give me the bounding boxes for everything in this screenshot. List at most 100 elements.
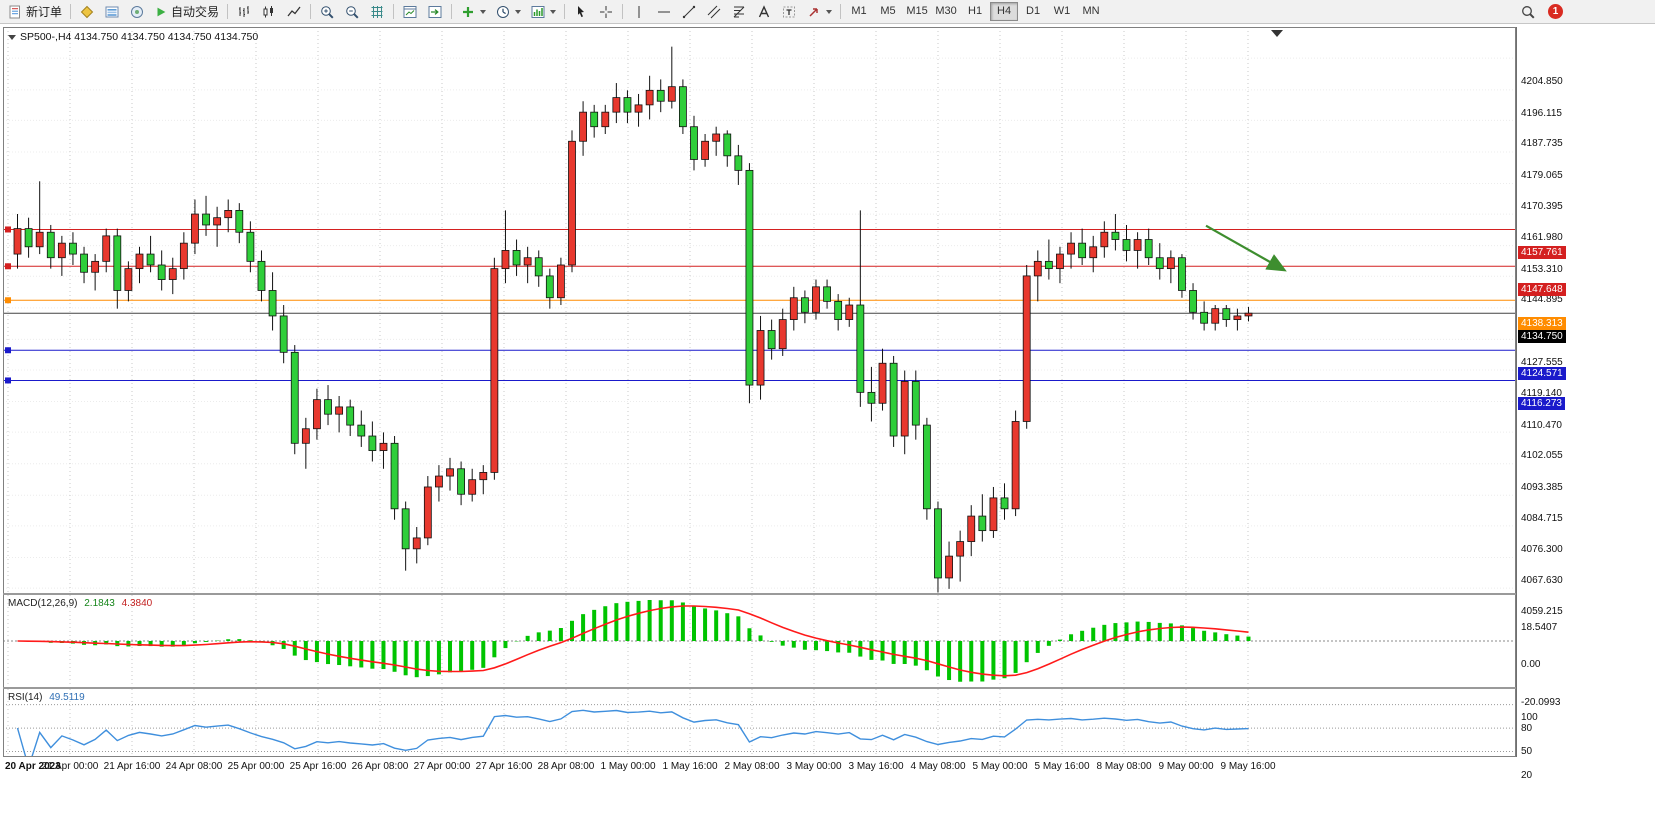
rsi-panel[interactable] [3, 689, 1516, 757]
chevron-down-icon [826, 9, 833, 14]
level-price-label: 4138.313 [1518, 317, 1566, 331]
auto-scroll-button[interactable] [423, 2, 447, 22]
macd-panel[interactable] [3, 595, 1516, 687]
period-menu-button[interactable] [491, 2, 525, 22]
notification-badge[interactable]: 1 [1548, 4, 1563, 19]
toolbar-separator [564, 4, 566, 19]
zoom-out-button[interactable] [340, 2, 364, 22]
price-tick-label: 4067.630 [1521, 575, 1563, 587]
toolbar-separator [70, 4, 72, 19]
time-label: 5 May 00:00 [972, 761, 1028, 772]
timeframe-m1[interactable]: M1 [851, 5, 867, 17]
timeframe-m5[interactable]: M5 [880, 5, 896, 17]
channel-button[interactable] [702, 2, 726, 22]
search-button[interactable] [1516, 2, 1540, 22]
clock-icon [497, 5, 510, 18]
timeframe-m30[interactable]: M30 [935, 5, 957, 17]
grid-button[interactable] [365, 2, 389, 22]
toolbar-separator [622, 4, 624, 19]
timeframe-d1[interactable]: D1 [1026, 5, 1041, 17]
macd-axis-label: -20.0993 [1521, 697, 1561, 708]
new-order-icon [9, 5, 20, 18]
navigator-button[interactable] [125, 2, 149, 22]
label-tool-button[interactable] [777, 2, 801, 22]
vertical-line-button[interactable] [627, 2, 651, 22]
time-label: 26 Apr 08:00 [351, 761, 409, 772]
time-axis[interactable]: 20 Apr 2023 21 Apr 00:00 21 Apr 16:00 24 Ap… [3, 761, 1516, 781]
macd-signal-value: 4.3840 [121, 598, 153, 609]
market-watch-button[interactable] [75, 2, 99, 22]
rsi-name: RSI(14) [8, 692, 43, 703]
price-tick-label: 4179.065 [1521, 169, 1563, 181]
fibonacci-button[interactable] [727, 2, 751, 22]
data-window-icon [105, 6, 119, 17]
chart-frame [3, 27, 1516, 757]
cursor-button[interactable] [569, 2, 593, 22]
indicators-button[interactable] [526, 2, 560, 22]
level-price-label: 4147.648 [1518, 283, 1566, 297]
new-order-button[interactable]: 新订单 [3, 2, 66, 22]
price-axis[interactable]: 4204.850 4196.115 4187.735 4179.065 4170.395… [1517, 24, 1655, 828]
crosshair-button[interactable] [594, 2, 618, 22]
new-order-label: 新订单 [26, 5, 63, 19]
toolbar-separator [310, 4, 312, 19]
time-label: 1 May 00:00 [600, 761, 656, 772]
timeframe-group: M1 M5 M15 M30 H1 H4 D1 W1 MN [845, 2, 1105, 21]
timeframe-w1[interactable]: W1 [1053, 5, 1071, 17]
line-chart-button[interactable] [282, 2, 306, 22]
panel-separator[interactable] [3, 593, 1516, 595]
toolbar-separator [451, 4, 453, 19]
toolbar-separator [840, 4, 842, 19]
text-tool-button[interactable] [752, 2, 776, 22]
search-icon [1522, 5, 1535, 19]
price-tick-label: 4196.115 [1521, 107, 1562, 119]
add-object-button[interactable] [456, 2, 490, 22]
panel-separator[interactable] [3, 687, 1516, 689]
zoom-in-button[interactable] [315, 2, 339, 22]
toolbar-separator [393, 4, 395, 19]
price-chart[interactable] [3, 27, 1516, 593]
tile-windows-button[interactable] [398, 2, 422, 22]
price-tick-label: 4144.895 [1521, 294, 1563, 306]
time-label: 27 Apr 16:00 [475, 761, 533, 772]
time-label: 4 May 08:00 [910, 761, 966, 772]
indicators-icon [531, 5, 545, 18]
trendline-button[interactable] [677, 2, 701, 22]
price-tick-label: 4110.470 [1521, 419, 1562, 431]
time-label: 2 May 08:00 [724, 761, 780, 772]
timeframe-mn[interactable]: MN [1082, 5, 1100, 17]
candles-chart-button[interactable] [257, 2, 281, 22]
arrows-tool-button[interactable] [802, 2, 836, 22]
macd-name: MACD(12,26,9) [8, 598, 78, 609]
price-tick-label: 4102.055 [1521, 450, 1563, 462]
price-tick-label: 4161.980 [1521, 232, 1563, 244]
arrow-shape-icon [809, 7, 818, 17]
price-tick-label: 4127.555 [1521, 357, 1563, 369]
rsi-header: RSI(14) 49.5119 [8, 692, 85, 703]
timeframe-h1[interactable]: H1 [968, 5, 983, 17]
macd-main-value: 2.1843 [84, 598, 115, 609]
rsi-axis-label: 80 [1521, 722, 1533, 734]
level-price-label: 4124.571 [1518, 367, 1566, 381]
bars-chart-button[interactable] [232, 2, 256, 22]
rsi-value: 49.5119 [49, 692, 85, 703]
timeframe-h4[interactable]: H4 [990, 2, 1019, 21]
chart-collapse-icon[interactable] [8, 34, 16, 40]
chart-window: SP500-,H4 4134.750 4134.750 4134.750 413… [0, 24, 1655, 828]
time-label: 1 May 16:00 [662, 761, 718, 772]
autotrade-button[interactable]: 自动交易 [150, 2, 223, 22]
horizontal-line-button[interactable] [652, 2, 676, 22]
price-axis-border [1516, 27, 1517, 757]
rsi-axis-label: 100 [1521, 712, 1538, 723]
tile-windows-icon [403, 5, 417, 18]
text-tool-icon [758, 4, 770, 17]
vertical-line-icon [638, 5, 640, 18]
market-watch-icon [80, 5, 94, 18]
grid-icon [371, 5, 383, 18]
timeframe-m15[interactable]: M15 [906, 5, 928, 17]
price-tick-label: 4084.715 [1521, 513, 1563, 525]
data-window-button[interactable] [100, 2, 124, 22]
autotrade-icon [157, 7, 166, 16]
price-tick-label: 4153.310 [1521, 263, 1563, 275]
time-label: 9 May 16:00 [1220, 761, 1276, 772]
